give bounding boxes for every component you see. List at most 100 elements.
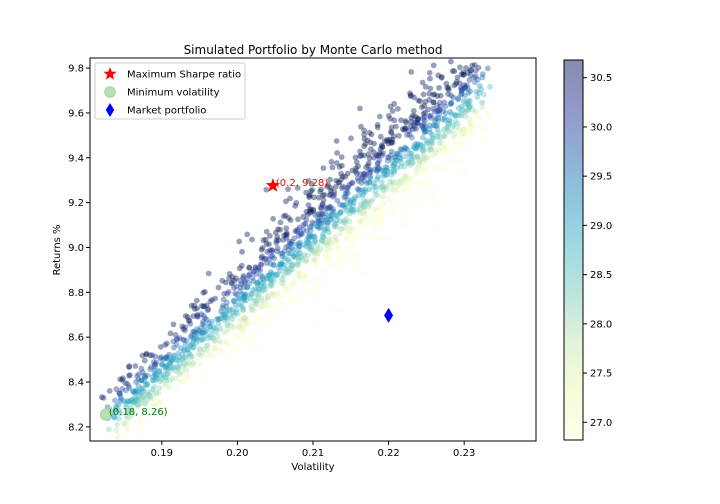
portfolio-point <box>326 236 333 243</box>
portfolio-point <box>149 352 156 359</box>
portfolio-point <box>197 360 203 367</box>
portfolio-point <box>240 294 247 300</box>
portfolio-point <box>411 182 417 189</box>
portfolio-point <box>260 237 267 244</box>
portfolio-point <box>312 294 319 301</box>
portfolio-point <box>374 222 381 228</box>
portfolio-point <box>420 115 426 122</box>
portfolio-point <box>441 126 447 133</box>
portfolio-point <box>376 157 383 163</box>
portfolio-point <box>177 370 184 377</box>
portfolio-point <box>422 128 429 135</box>
portfolio-point <box>368 131 375 138</box>
portfolio-point <box>111 413 118 420</box>
portfolio-point <box>392 154 398 161</box>
portfolio-point <box>434 93 441 99</box>
portfolio-point <box>418 123 425 129</box>
portfolio-point <box>371 183 377 190</box>
portfolio-point <box>391 168 397 174</box>
portfolio-point <box>262 319 268 326</box>
portfolio-point <box>289 262 296 268</box>
portfolio-point <box>194 326 200 333</box>
portfolio-point <box>434 133 441 140</box>
portfolio-point <box>430 99 437 106</box>
portfolio-point <box>389 158 396 165</box>
portfolio-point <box>224 290 231 297</box>
portfolio-point <box>221 329 227 336</box>
portfolio-point <box>384 165 390 171</box>
portfolio-point <box>207 334 214 340</box>
portfolio-point <box>296 269 302 275</box>
portfolio-point <box>312 264 319 271</box>
portfolio-point <box>454 124 460 130</box>
portfolio-point <box>200 346 207 353</box>
portfolio-point <box>162 364 168 370</box>
portfolio-point <box>457 109 464 116</box>
portfolio-point <box>300 226 307 233</box>
portfolio-point <box>193 329 200 336</box>
portfolio-point <box>220 311 226 318</box>
portfolio-point <box>344 237 350 243</box>
portfolio-point <box>140 385 146 392</box>
portfolio-point <box>173 357 180 364</box>
portfolio-point <box>187 351 194 358</box>
portfolio-point <box>374 161 381 168</box>
portfolio-point <box>446 129 453 135</box>
portfolio-point <box>450 94 457 101</box>
portfolio-point <box>372 183 379 190</box>
portfolio-point <box>383 172 389 179</box>
portfolio-point <box>397 155 403 161</box>
portfolio-point <box>484 113 491 120</box>
portfolio-point <box>297 239 303 246</box>
portfolio-point <box>132 396 139 403</box>
portfolio-point <box>466 97 473 104</box>
portfolio-point <box>239 333 246 340</box>
portfolio-point <box>374 234 381 241</box>
portfolio-point <box>243 297 250 304</box>
portfolio-point <box>246 272 252 279</box>
portfolio-point <box>171 364 177 371</box>
marker-annotation: (0.18, 8.26) <box>109 407 168 418</box>
portfolio-point <box>213 325 219 332</box>
portfolio-point <box>190 339 197 346</box>
portfolio-point <box>385 112 392 119</box>
portfolio-point <box>453 81 459 87</box>
portfolio-point <box>99 394 105 401</box>
portfolio-point <box>440 152 447 159</box>
portfolio-point <box>396 151 403 158</box>
portfolio-point <box>286 297 292 304</box>
portfolio-point <box>253 301 259 308</box>
portfolio-point <box>281 255 288 262</box>
portfolio-point <box>194 312 201 318</box>
portfolio-point <box>147 366 154 372</box>
portfolio-point <box>447 109 453 115</box>
marker-annotation: (0.2, 9.28) <box>276 178 328 189</box>
portfolio-point <box>312 238 318 245</box>
portfolio-point <box>237 322 244 329</box>
portfolio-point <box>224 299 230 306</box>
portfolio-point <box>270 261 277 268</box>
portfolio-point <box>283 232 289 239</box>
portfolio-point <box>413 171 420 178</box>
portfolio-point <box>461 170 468 177</box>
portfolio-point <box>290 246 297 253</box>
portfolio-point <box>134 397 141 403</box>
portfolio-point <box>143 381 149 388</box>
portfolio-point <box>294 185 301 191</box>
portfolio-point <box>325 205 332 211</box>
portfolio-point <box>351 199 357 206</box>
portfolio-point <box>402 118 409 124</box>
portfolio-point <box>144 391 151 398</box>
portfolio-point <box>222 338 229 345</box>
portfolio-point <box>308 244 315 250</box>
portfolio-point <box>320 234 327 241</box>
portfolio-point <box>413 145 420 152</box>
portfolio-point <box>357 171 364 178</box>
portfolio-point <box>166 365 173 371</box>
y-tick-label: 9.4 <box>68 153 84 164</box>
portfolio-point <box>356 187 363 193</box>
portfolio-point <box>238 291 245 298</box>
portfolio-point <box>188 332 195 339</box>
portfolio-point <box>293 241 300 248</box>
portfolio-point <box>131 389 138 396</box>
